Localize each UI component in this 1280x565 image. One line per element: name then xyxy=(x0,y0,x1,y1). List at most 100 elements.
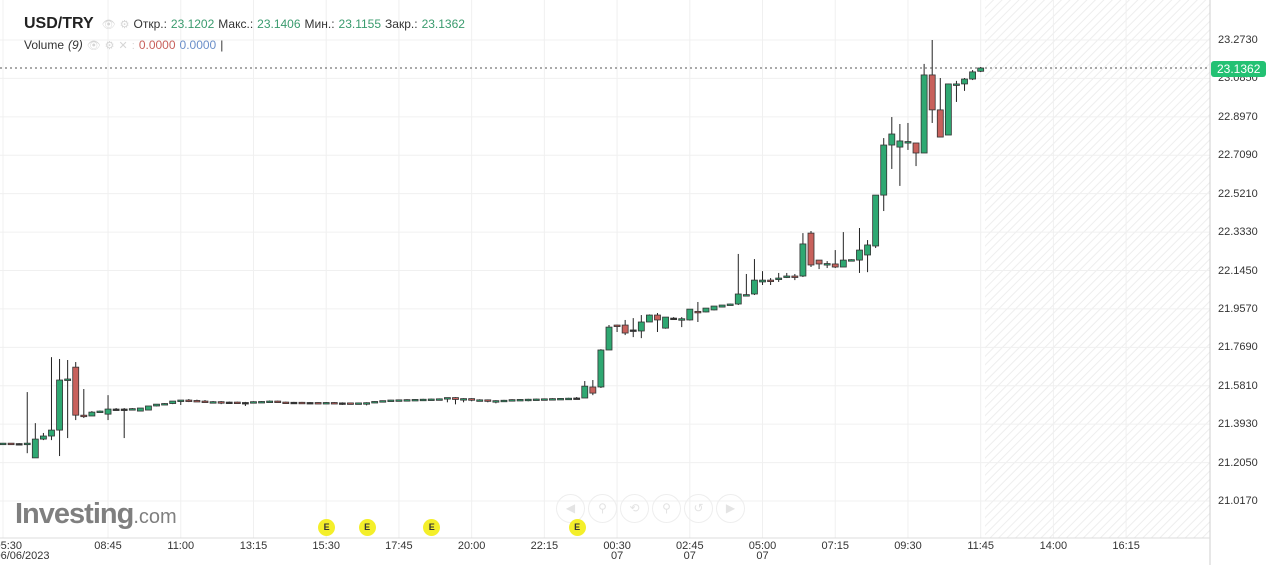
candle-body xyxy=(823,263,831,266)
candle xyxy=(710,305,718,311)
candle xyxy=(104,395,112,421)
candle-body xyxy=(670,317,678,321)
candle xyxy=(112,408,120,411)
candle xyxy=(856,227,863,273)
candle xyxy=(161,403,169,406)
candle-body xyxy=(112,408,120,411)
candle xyxy=(443,397,451,403)
close-icon[interactable]: ✕ xyxy=(118,40,128,52)
candle-body xyxy=(411,399,419,402)
zoom-out-icon[interactable]: ⚲ xyxy=(652,494,681,523)
candle xyxy=(298,401,306,405)
candle xyxy=(419,398,427,402)
candle xyxy=(573,396,581,400)
scroll-right-icon[interactable]: ▶ xyxy=(716,494,745,523)
candle xyxy=(15,443,23,446)
candle-body xyxy=(872,194,880,247)
candle xyxy=(379,400,387,403)
chart-legend: USD/TRY 👁 ⚙ Откр.: 23.1202 Макс.: 23.140… xyxy=(24,15,465,52)
candle-body xyxy=(266,400,274,403)
candle xyxy=(306,402,314,405)
candle xyxy=(23,392,31,454)
candle-body xyxy=(613,324,621,327)
candle xyxy=(476,399,484,402)
candle-body xyxy=(153,403,160,407)
economic-event-marker[interactable]: E xyxy=(568,519,586,536)
candle xyxy=(742,273,750,297)
candle xyxy=(823,261,831,269)
candle xyxy=(403,399,411,402)
candle xyxy=(193,399,201,403)
economic-event-marker[interactable]: E xyxy=(423,519,441,536)
y-tick-label: 22.5210 xyxy=(1218,187,1258,200)
candle xyxy=(395,399,403,402)
candle-body xyxy=(702,307,710,313)
candle-body xyxy=(864,244,871,256)
candle xyxy=(250,401,257,404)
candle-body xyxy=(419,398,427,402)
close-label: Закр.: xyxy=(385,17,418,31)
candle-body xyxy=(201,400,209,403)
volume-label: Volume xyxy=(24,38,65,52)
candle-body xyxy=(710,305,718,311)
candle-body xyxy=(888,133,896,146)
candle-body xyxy=(540,398,548,401)
candle-body xyxy=(145,405,152,411)
gear-icon[interactable]: ⚙ xyxy=(119,19,130,31)
candle xyxy=(48,357,55,441)
x-tick-label: 00:30 07 xyxy=(603,540,631,562)
candle-body xyxy=(581,385,589,399)
candle-body xyxy=(751,279,758,295)
gear-icon[interactable]: ⚙ xyxy=(104,40,115,52)
candle xyxy=(80,389,88,419)
candle-body xyxy=(856,249,863,261)
high-value: 23.1406 xyxy=(257,17,301,31)
candle-body xyxy=(662,316,669,329)
candle-body xyxy=(217,401,225,404)
candle-body xyxy=(371,401,379,404)
candle xyxy=(977,66,985,73)
candle-body xyxy=(347,402,354,405)
candle xyxy=(363,402,371,406)
eye-icon[interactable]: 👁 xyxy=(101,19,116,31)
zoom-in-icon[interactable]: ⚲ xyxy=(588,494,617,523)
candle-body xyxy=(290,401,298,405)
candle-body xyxy=(629,329,637,332)
candle xyxy=(961,78,968,91)
candle xyxy=(452,397,459,405)
candle xyxy=(355,402,362,405)
candle-body xyxy=(621,324,629,334)
candle xyxy=(7,442,15,446)
candle-body xyxy=(427,398,435,401)
candle xyxy=(953,80,960,102)
candle-body xyxy=(403,399,411,402)
volume-value-1: 0.0000 xyxy=(138,38,176,52)
candle xyxy=(532,398,540,401)
y-tick-label: 21.3930 xyxy=(1218,418,1258,431)
candle xyxy=(670,317,678,321)
candle xyxy=(654,313,661,333)
candle xyxy=(783,272,791,279)
economic-event-marker[interactable]: E xyxy=(318,519,336,536)
candle-body xyxy=(742,294,750,297)
x-tick-label: 02:45 07 xyxy=(676,540,704,562)
candle-body xyxy=(120,408,128,411)
candle-body xyxy=(500,399,508,403)
candle-body xyxy=(96,410,104,413)
candle xyxy=(508,399,516,402)
candle xyxy=(848,259,855,262)
candle xyxy=(322,402,330,405)
candle xyxy=(524,398,532,402)
candle-body xyxy=(573,397,581,400)
zoom-reset-icon[interactable]: ⟲ xyxy=(620,494,649,523)
candle-body xyxy=(56,379,63,431)
candle-body xyxy=(128,408,136,411)
candles xyxy=(0,40,985,459)
x-tick-label: 05:3006/06/2023 xyxy=(0,540,50,562)
candle-body xyxy=(0,442,7,446)
economic-event-marker[interactable]: E xyxy=(358,519,376,536)
reset-icon[interactable]: ↺ xyxy=(684,494,713,523)
eye-icon[interactable]: 👁 xyxy=(86,40,101,52)
candle-body xyxy=(775,277,783,280)
